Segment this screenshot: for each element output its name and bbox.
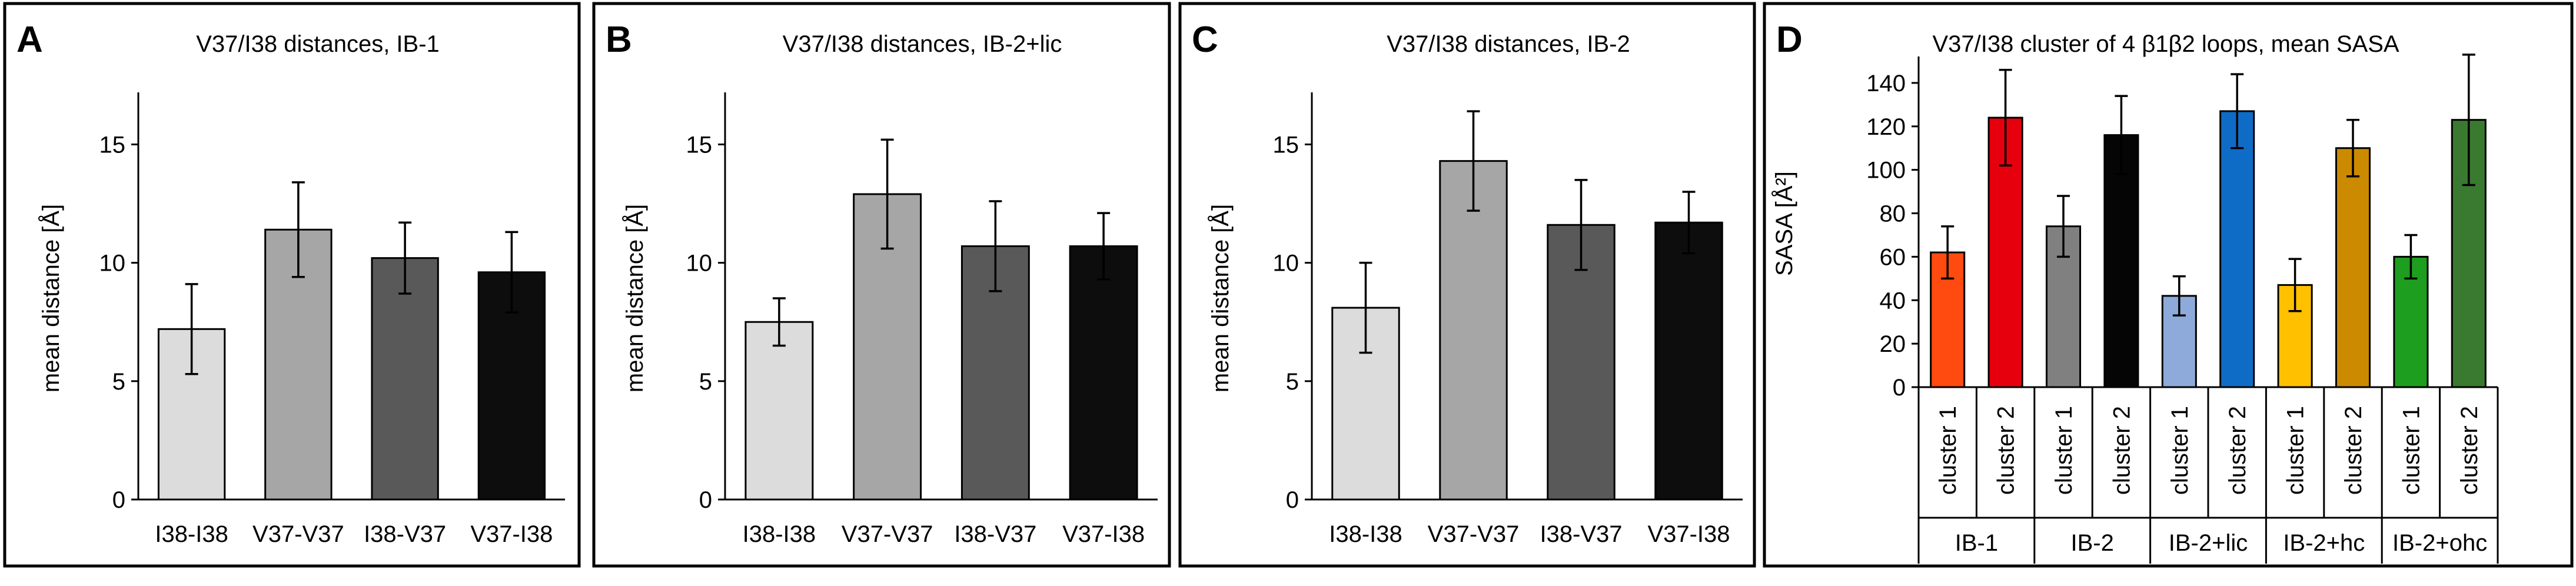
panel-d-letter: D (1776, 19, 1803, 60)
panel-b-frame (592, 2, 1171, 568)
panel-c-x-tick-label: V37-V37 (1428, 521, 1520, 547)
panel-a-y-tick-label: 5 (112, 369, 125, 395)
panel-a-bar (371, 257, 439, 501)
panel-c-x-tick-label: I38-I38 (1329, 521, 1402, 547)
panel-b-x-tick-label: I38-V37 (954, 521, 1036, 547)
panel-d-x-tick-label: cluster 1 (2283, 406, 2309, 495)
panel-b-y-axis-label: mean distance [Å] (621, 204, 648, 392)
panel-d-y-tick-label: 140 (1866, 71, 1906, 96)
panel-c-title: V37/I38 distances, IB-2 (1387, 31, 1630, 57)
panel-a-y-tick-label: 0 (112, 487, 125, 513)
panel-c-x-tick-label: I38-V37 (1540, 521, 1622, 547)
panel-d-bar (2103, 134, 2139, 388)
panel-b-y-tick-label: 0 (699, 487, 712, 513)
panel-c-y-tick-label: 5 (1286, 369, 1299, 395)
panel-a-frame (3, 2, 581, 568)
panel-d-group-label: IB-2+lic (2169, 530, 2248, 556)
panel-c-y-tick-label: 10 (1273, 251, 1299, 277)
panel-b-y-tick-label: 5 (699, 369, 712, 395)
panel-d-y-tick-label: 20 (1880, 331, 1906, 357)
panel-d-y-tick-label: 120 (1866, 114, 1906, 140)
panel-c-bar (1439, 160, 1508, 501)
panel-c-y-tick-label: 0 (1286, 487, 1299, 513)
panel-b-letter: B (606, 19, 632, 60)
panel-d-y-tick-label: 100 (1866, 158, 1906, 184)
panel-a-y-tick-label: 15 (99, 132, 126, 158)
panel-d-x-tick-label: cluster 1 (2167, 406, 2193, 495)
panel-d-y-axis-label: SASA [Å²] (1771, 171, 1797, 276)
panel-d-bar (2219, 110, 2255, 388)
panel-b-x-tick-label: V37-V37 (842, 521, 933, 547)
panel-b-x-tick-label: I38-I38 (743, 521, 816, 547)
panel-b-bar (744, 321, 814, 501)
panel-d-x-tick-label: cluster 2 (2225, 406, 2251, 495)
panel-d-x-tick-label: cluster 1 (2051, 406, 2077, 495)
panel-b-x-tick-label: V37-I38 (1062, 521, 1145, 547)
panel-d-y-tick-label: 0 (1893, 375, 1906, 401)
panel-c-x-tick-label: V37-I38 (1647, 521, 1730, 547)
panel-c-frame (1178, 2, 1756, 568)
panel-b-title: V37/I38 distances, IB-2+lic (783, 31, 1062, 57)
panel-a-y-axis-label: mean distance [Å] (38, 204, 64, 392)
panel-c-y-tick-label: 15 (1273, 132, 1299, 158)
panel-d-group-label: IB-2 (2071, 530, 2114, 556)
panel-d-x-tick-label: cluster 1 (2398, 406, 2424, 495)
panel-a-x-tick-label: I38-V37 (364, 521, 446, 547)
panel-d-x-tick-label: cluster 1 (1935, 406, 1961, 495)
panel-b-y-tick-label: 15 (686, 132, 713, 158)
panel-d-group-label: IB-2+hc (2283, 530, 2365, 556)
panel-c-y-axis-label: mean distance [Å] (1207, 204, 1234, 392)
panel-d-bar (2335, 147, 2371, 388)
panel-b-y-tick-label: 10 (686, 251, 713, 277)
panel-c-bar (1654, 221, 1723, 501)
panel-a-x-tick-label: V37-V37 (252, 521, 344, 547)
panel-c-letter: C (1192, 19, 1218, 60)
panel-d-y-tick-label: 40 (1880, 288, 1906, 314)
panel-a-letter: A (16, 19, 43, 60)
panel-a-y-tick-label: 10 (99, 251, 126, 277)
panel-d-y-tick-label: 80 (1880, 201, 1906, 227)
panel-d-title: V37/I38 cluster of 4 β1β2 loops, mean SA… (1932, 31, 2399, 57)
panel-a-title: V37/I38 distances, IB-1 (196, 31, 440, 57)
panel-d-frame (1763, 2, 2574, 568)
panel-a-x-tick-label: I38-I38 (155, 521, 228, 547)
panel-d-group-label: IB-1 (1955, 530, 1998, 556)
panel-b-bar (1069, 245, 1138, 501)
panel-d-group-label: IB-2+ohc (2392, 530, 2487, 556)
panel-d-x-tick-label: cluster 2 (2109, 406, 2135, 495)
panel-d-x-tick-label: cluster 2 (2457, 406, 2482, 495)
panel-d-y-tick-label: 60 (1880, 244, 1906, 270)
panel-d-x-tick-label: cluster 2 (2341, 406, 2366, 495)
panel-d-x-tick-label: cluster 2 (1993, 406, 2019, 495)
panel-a-x-tick-label: V37-I38 (470, 521, 553, 547)
